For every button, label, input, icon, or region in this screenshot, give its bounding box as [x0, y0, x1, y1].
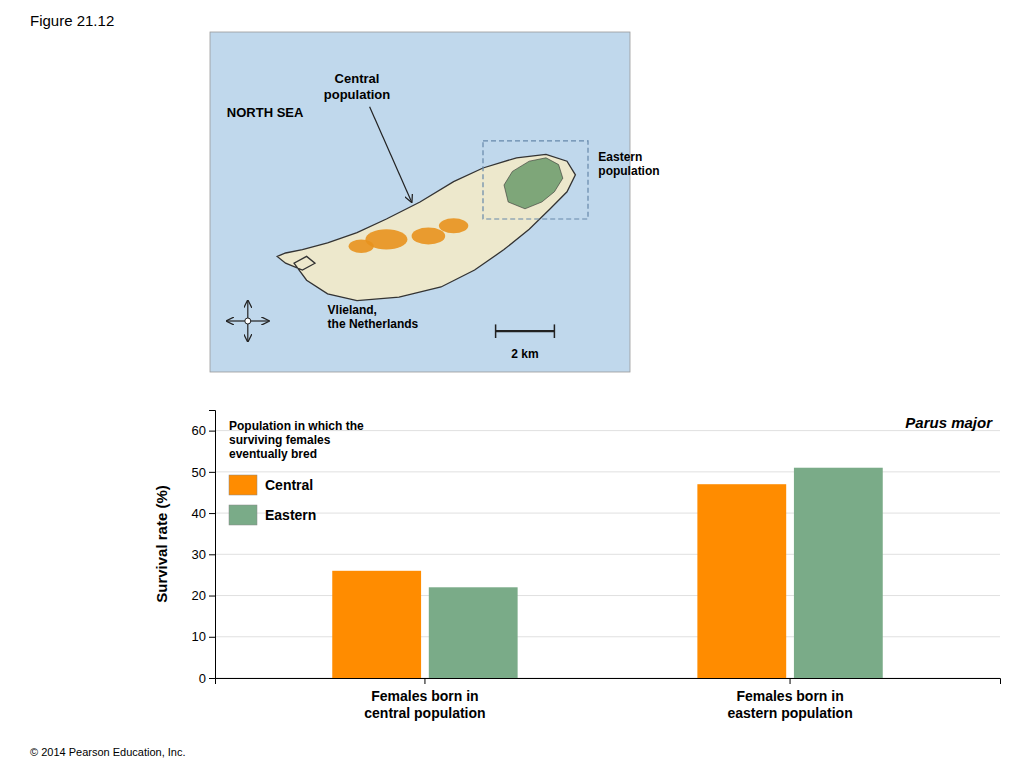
species-label: Parus major — [905, 414, 993, 431]
map-panel: CentralpopulationNORTH SEAEasternpopulat… — [210, 32, 660, 372]
y-tick-label: 20 — [192, 588, 206, 603]
y-tick-mark — [209, 678, 215, 679]
y-tick: 60 — [192, 423, 215, 438]
eastern-box — [483, 141, 588, 219]
copyright: © 2014 Pearson Education, Inc. — [30, 746, 185, 758]
figure: Figure 21.12 © 2014 Pearson Education, In… — [0, 0, 1024, 768]
y-tick-label: 50 — [192, 465, 206, 480]
legend-title-line: surviving females — [229, 433, 331, 447]
central-area — [349, 239, 374, 253]
map-label-line: Vlieland, — [328, 303, 377, 317]
y-tick: 0 — [199, 671, 215, 686]
compass-center — [245, 318, 251, 324]
map-label: 2 km — [511, 347, 538, 361]
y-tick-label: 40 — [192, 506, 206, 521]
grid — [215, 431, 1000, 678]
scale-bar-end — [495, 324, 497, 338]
x-axis: Females born incentral populationFemales… — [216, 678, 1001, 721]
x-tick: Females born incentral population — [364, 678, 485, 721]
bars — [332, 468, 882, 678]
island — [277, 154, 575, 300]
x-tick-label-line: central population — [364, 705, 485, 721]
legend-item: Eastern — [229, 505, 316, 525]
x-tick-label-line: Females born in — [371, 688, 478, 704]
y-tick-mark — [209, 596, 215, 597]
y-tick-mark — [209, 472, 215, 473]
eastern-area — [504, 158, 563, 209]
legend-label: Eastern — [265, 507, 316, 523]
legend: Population in which thesurviving females… — [229, 419, 364, 525]
x-tick-mark — [790, 678, 791, 684]
map-label-line: 2 km — [511, 347, 538, 361]
y-tick: 30 — [192, 547, 215, 562]
map-label-line: NORTH SEA — [227, 105, 304, 120]
y-axis: 0 10 20 30 40 50 60 — [192, 411, 216, 686]
y-tick-label: 30 — [192, 547, 206, 562]
x-tick-mark — [424, 678, 425, 684]
legend-item: Central — [229, 475, 313, 495]
y-axis-line — [209, 411, 216, 679]
legend-title-line: eventually bred — [229, 447, 317, 461]
y-tick: 10 — [192, 629, 215, 644]
scale-bar-end — [554, 324, 556, 338]
plot: 0102030405060Females born incentral popu… — [153, 411, 1001, 722]
y-tick-label: 60 — [192, 423, 206, 438]
y-tick-label: 10 — [192, 629, 206, 644]
y-tick-mark — [209, 513, 215, 514]
map-label-line: population — [324, 87, 390, 102]
central-area — [439, 218, 468, 233]
legend-label: Central — [265, 477, 313, 493]
map-label-line: Central — [335, 71, 380, 86]
bar — [429, 587, 518, 678]
y-tick-mark — [209, 431, 215, 432]
x-tick-label-line: Females born in — [736, 688, 843, 704]
legend-swatch — [229, 505, 257, 525]
y-tick: 50 — [192, 465, 215, 480]
bar — [697, 484, 786, 678]
legend-title: Population in which thesurviving females… — [229, 419, 364, 462]
map-label-line: the Netherlands — [328, 317, 419, 331]
x-tick-label: Females born ineastern population — [727, 688, 852, 721]
map-label: Easternpopulation — [598, 150, 659, 178]
y-tick: 20 — [192, 588, 215, 603]
map-label-line: population — [598, 164, 659, 178]
x-tick: Females born ineastern population — [727, 678, 852, 721]
x-axis-line — [216, 679, 1001, 685]
y-tick-mark — [209, 554, 215, 555]
y-axis-label: Survival rate (%) — [153, 485, 170, 603]
map-background — [210, 32, 630, 372]
y-tick: 40 — [192, 506, 215, 521]
y-tick-mark — [209, 637, 215, 638]
x-tick-label-line: eastern population — [727, 705, 852, 721]
central-arrow — [370, 107, 412, 202]
map-label: NORTH SEA — [227, 105, 304, 120]
scale-bar — [496, 330, 555, 332]
legend-title-line: Population in which the — [229, 419, 364, 433]
legend-swatch — [229, 475, 257, 495]
x-tick-label: Females born incentral population — [364, 688, 485, 721]
map-label-line: Eastern — [598, 150, 642, 164]
bar — [794, 468, 883, 678]
map-label: Vlieland,the Netherlands — [328, 303, 419, 331]
bar — [332, 571, 421, 678]
figure-label: Figure 21.12 — [30, 12, 114, 29]
central-area — [412, 228, 446, 245]
map-label: Centralpopulation — [324, 71, 390, 102]
y-tick-label: 0 — [199, 671, 206, 686]
